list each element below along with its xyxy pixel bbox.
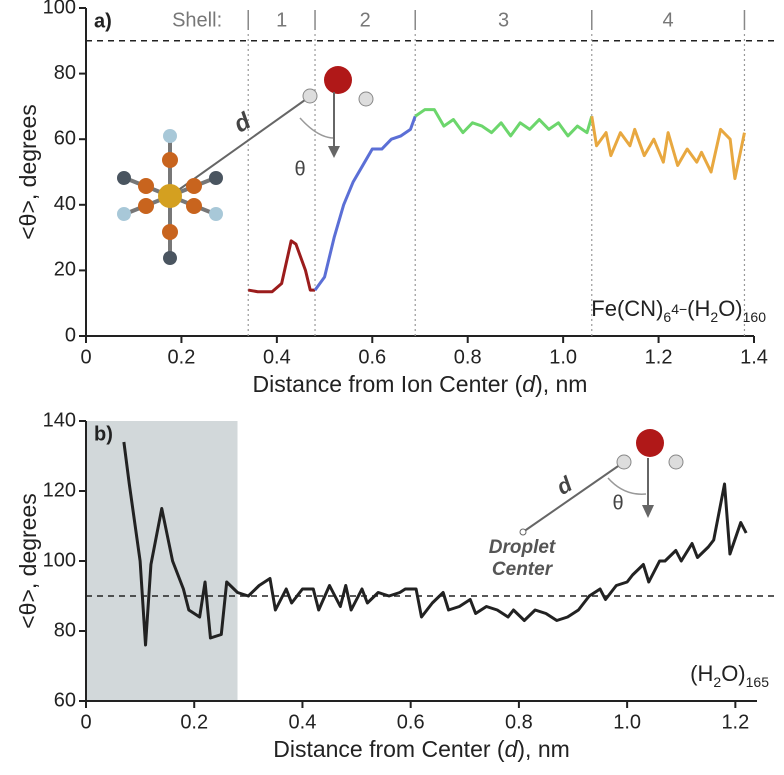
x-tick-label: 1.2 bbox=[721, 711, 749, 733]
annotation-part: O) bbox=[721, 661, 745, 686]
droplet-illustration bbox=[519, 429, 684, 536]
illustration-label: Droplet bbox=[489, 537, 556, 558]
y-tick-label: 0 bbox=[65, 324, 76, 346]
x-tick-label: 0.4 bbox=[289, 711, 317, 733]
y-tick-label: 60 bbox=[54, 127, 76, 149]
x-axis-label-part: d bbox=[522, 371, 536, 397]
illustration-label: θ bbox=[612, 492, 623, 514]
x-tick-label: 0.8 bbox=[505, 711, 533, 733]
y-axis-label: <θ>, degrees bbox=[15, 493, 41, 629]
data-line bbox=[414, 108, 594, 138]
annotation: (H2O)165 bbox=[690, 661, 769, 690]
y-tick-label: 60 bbox=[54, 689, 76, 711]
shell-number: 2 bbox=[360, 9, 371, 31]
annotation-part: O) bbox=[718, 296, 742, 321]
x-axis-label-part: d bbox=[505, 736, 519, 762]
illustration-label: Center bbox=[492, 559, 554, 580]
x-tick-label: 0.4 bbox=[263, 346, 291, 368]
shell-number: 3 bbox=[498, 9, 509, 31]
panel: 60 80 100 120 140 0 0.2 0.4 0.6 0.8 1.0 1.2 b) <θ>, d… bbox=[15, 409, 777, 762]
y-tick-label: 120 bbox=[43, 479, 76, 501]
shell-number: 4 bbox=[663, 9, 674, 31]
data-line bbox=[590, 116, 746, 181]
x-tick-label: 0.8 bbox=[454, 346, 482, 368]
y-tick-label: 20 bbox=[54, 259, 76, 281]
fe-complex-illustration bbox=[117, 66, 374, 265]
annotation: Fe(CN)64−(H2O)160 bbox=[591, 296, 766, 325]
illustration-label: d bbox=[229, 107, 256, 138]
annotation-part: 165 bbox=[746, 674, 770, 690]
shell-number: 1 bbox=[276, 9, 287, 31]
x-axis-label: Distance from Center (d), nm bbox=[273, 736, 570, 762]
x-tick-label: 0.6 bbox=[397, 711, 425, 733]
data-line bbox=[122, 441, 748, 647]
y-axis-label: <θ>, degrees bbox=[15, 104, 41, 240]
x-tick-label: 0.2 bbox=[168, 346, 196, 368]
x-tick-label: 1.4 bbox=[740, 346, 768, 368]
data-line bbox=[313, 115, 417, 291]
x-tick-label: 0.6 bbox=[358, 346, 386, 368]
annotation-part: 6 bbox=[663, 309, 671, 325]
annotation-part: Fe(CN) bbox=[591, 296, 663, 321]
illustration-label: θ bbox=[294, 158, 305, 180]
panel: 0 20 40 60 80 100 0 0.2 0.4 0.6 0.8 1.0 1.2 1.4 Shell:… bbox=[15, 0, 774, 397]
annotation-part: 4− bbox=[671, 301, 687, 317]
annotation-part: (H bbox=[690, 661, 713, 686]
x-axis-label-part: ), nm bbox=[517, 736, 569, 762]
y-tick-label: 140 bbox=[43, 409, 76, 431]
x-axis-label-part: Distance from Center ( bbox=[273, 736, 505, 762]
x-tick-label: 1.2 bbox=[645, 346, 673, 368]
x-axis-label: Distance from Ion Center (d), nm bbox=[253, 371, 588, 397]
x-tick-label: 1.0 bbox=[549, 346, 577, 368]
x-tick-label: 0 bbox=[80, 346, 91, 368]
data-line bbox=[247, 239, 316, 294]
y-tick-label: 100 bbox=[43, 0, 76, 18]
panel-label: a) bbox=[94, 10, 112, 32]
y-tick-label: 80 bbox=[54, 62, 76, 84]
panel-label: b) bbox=[94, 423, 113, 445]
shell-label: Shell: bbox=[172, 9, 222, 31]
annotation-part: 160 bbox=[743, 309, 767, 325]
x-axis-label-part: Distance from Ion Center ( bbox=[253, 371, 523, 397]
x-tick-label: 1.0 bbox=[613, 711, 641, 733]
y-tick-label: 80 bbox=[54, 619, 76, 641]
annotation-part: 2 bbox=[713, 674, 721, 690]
annotation-part: 2 bbox=[710, 309, 718, 325]
x-tick-label: 0.2 bbox=[180, 711, 208, 733]
annotation-part: (H bbox=[687, 296, 710, 321]
illustration-label: d bbox=[552, 471, 577, 500]
x-tick-label: 0 bbox=[80, 711, 91, 733]
x-axis-label-part: ), nm bbox=[535, 371, 587, 397]
shaded-region bbox=[86, 421, 238, 701]
y-tick-label: 40 bbox=[54, 193, 76, 215]
y-tick-label: 100 bbox=[43, 549, 76, 571]
